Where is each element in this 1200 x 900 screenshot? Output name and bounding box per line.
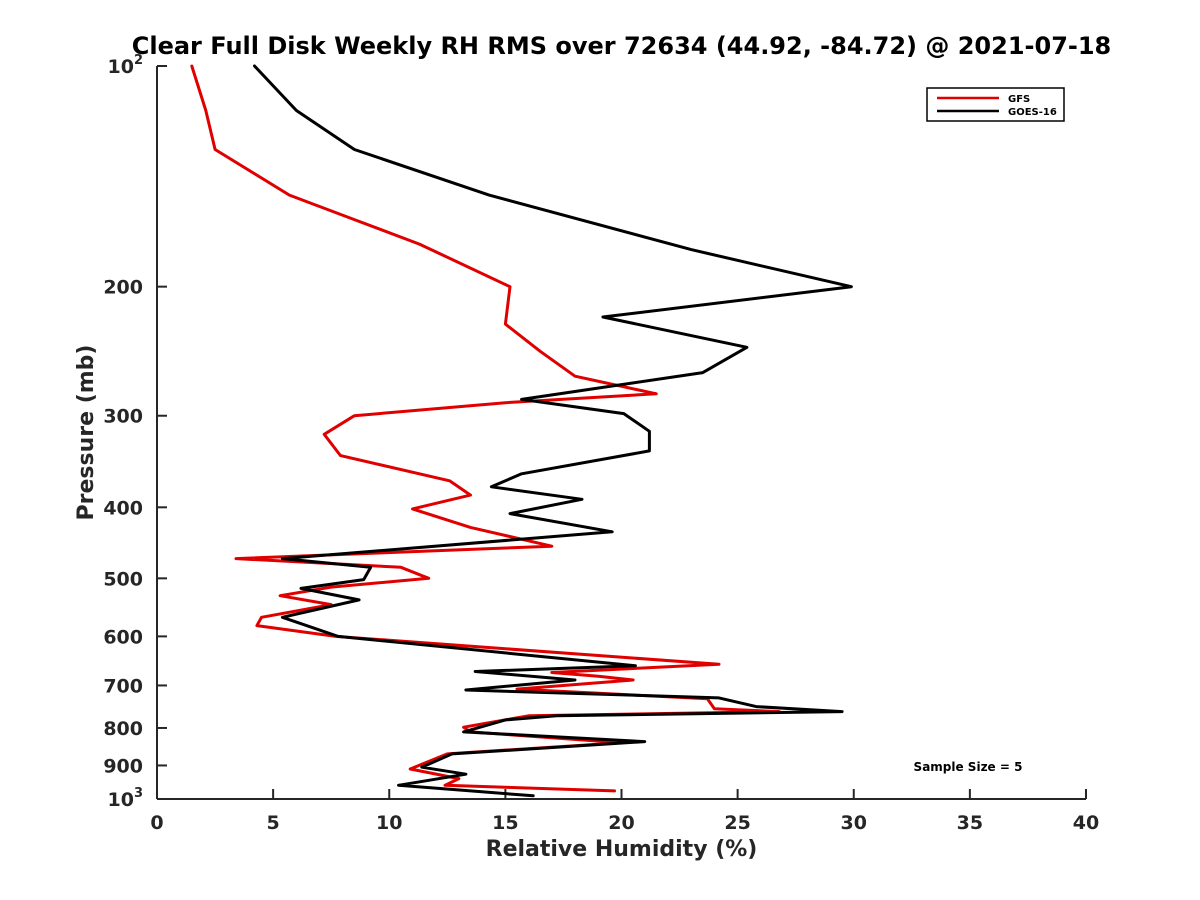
y-tick-label: 102 (108, 53, 144, 78)
y-tick-label: 200 (103, 277, 143, 299)
y-tick-label: 500 (103, 568, 143, 590)
legend: GFS GOES-16 (926, 87, 1065, 122)
y-tick-label: 103 (108, 786, 144, 811)
legend-label: GFS (1008, 94, 1030, 105)
y-axis-label: Pressure (mb) (74, 345, 99, 521)
x-tick-label: 30 (841, 812, 867, 834)
y-tick-label: 900 (103, 755, 143, 777)
x-tick-label: 15 (492, 812, 518, 834)
y-tick-label: 300 (103, 406, 143, 428)
x-tick-label: 25 (724, 812, 750, 834)
legend-box (926, 87, 1065, 122)
y-tick-label: 600 (103, 626, 143, 648)
x-tick-label: 40 (1073, 812, 1099, 834)
y-tick-label: 400 (103, 497, 143, 519)
x-tick-label: 10 (376, 812, 402, 834)
sample-size-annotation: Sample Size = 5 (914, 760, 1023, 774)
x-tick-label: 35 (957, 812, 983, 834)
x-tick-label: 20 (608, 812, 634, 834)
y-tick-label: 800 (103, 718, 143, 740)
legend-label: GOES-16 (1008, 107, 1057, 118)
x-axis-label: Relative Humidity (%) (486, 837, 758, 862)
series-layer (190, 64, 853, 798)
series-line-gfs (190, 64, 781, 793)
x-tick-label: 5 (267, 812, 280, 834)
plot-frame (157, 66, 1086, 799)
ticks-layer: 0 5 10 15 20 25 30 35 40 102 200 300 400 500 600 700 800… (103, 53, 1099, 834)
series-line-goes-16 (253, 64, 853, 798)
x-tick-label: 0 (150, 812, 163, 834)
y-tick-label: 700 (103, 675, 143, 697)
chart-title: Clear Full Disk Weekly RH RMS over 72634… (132, 32, 1112, 60)
